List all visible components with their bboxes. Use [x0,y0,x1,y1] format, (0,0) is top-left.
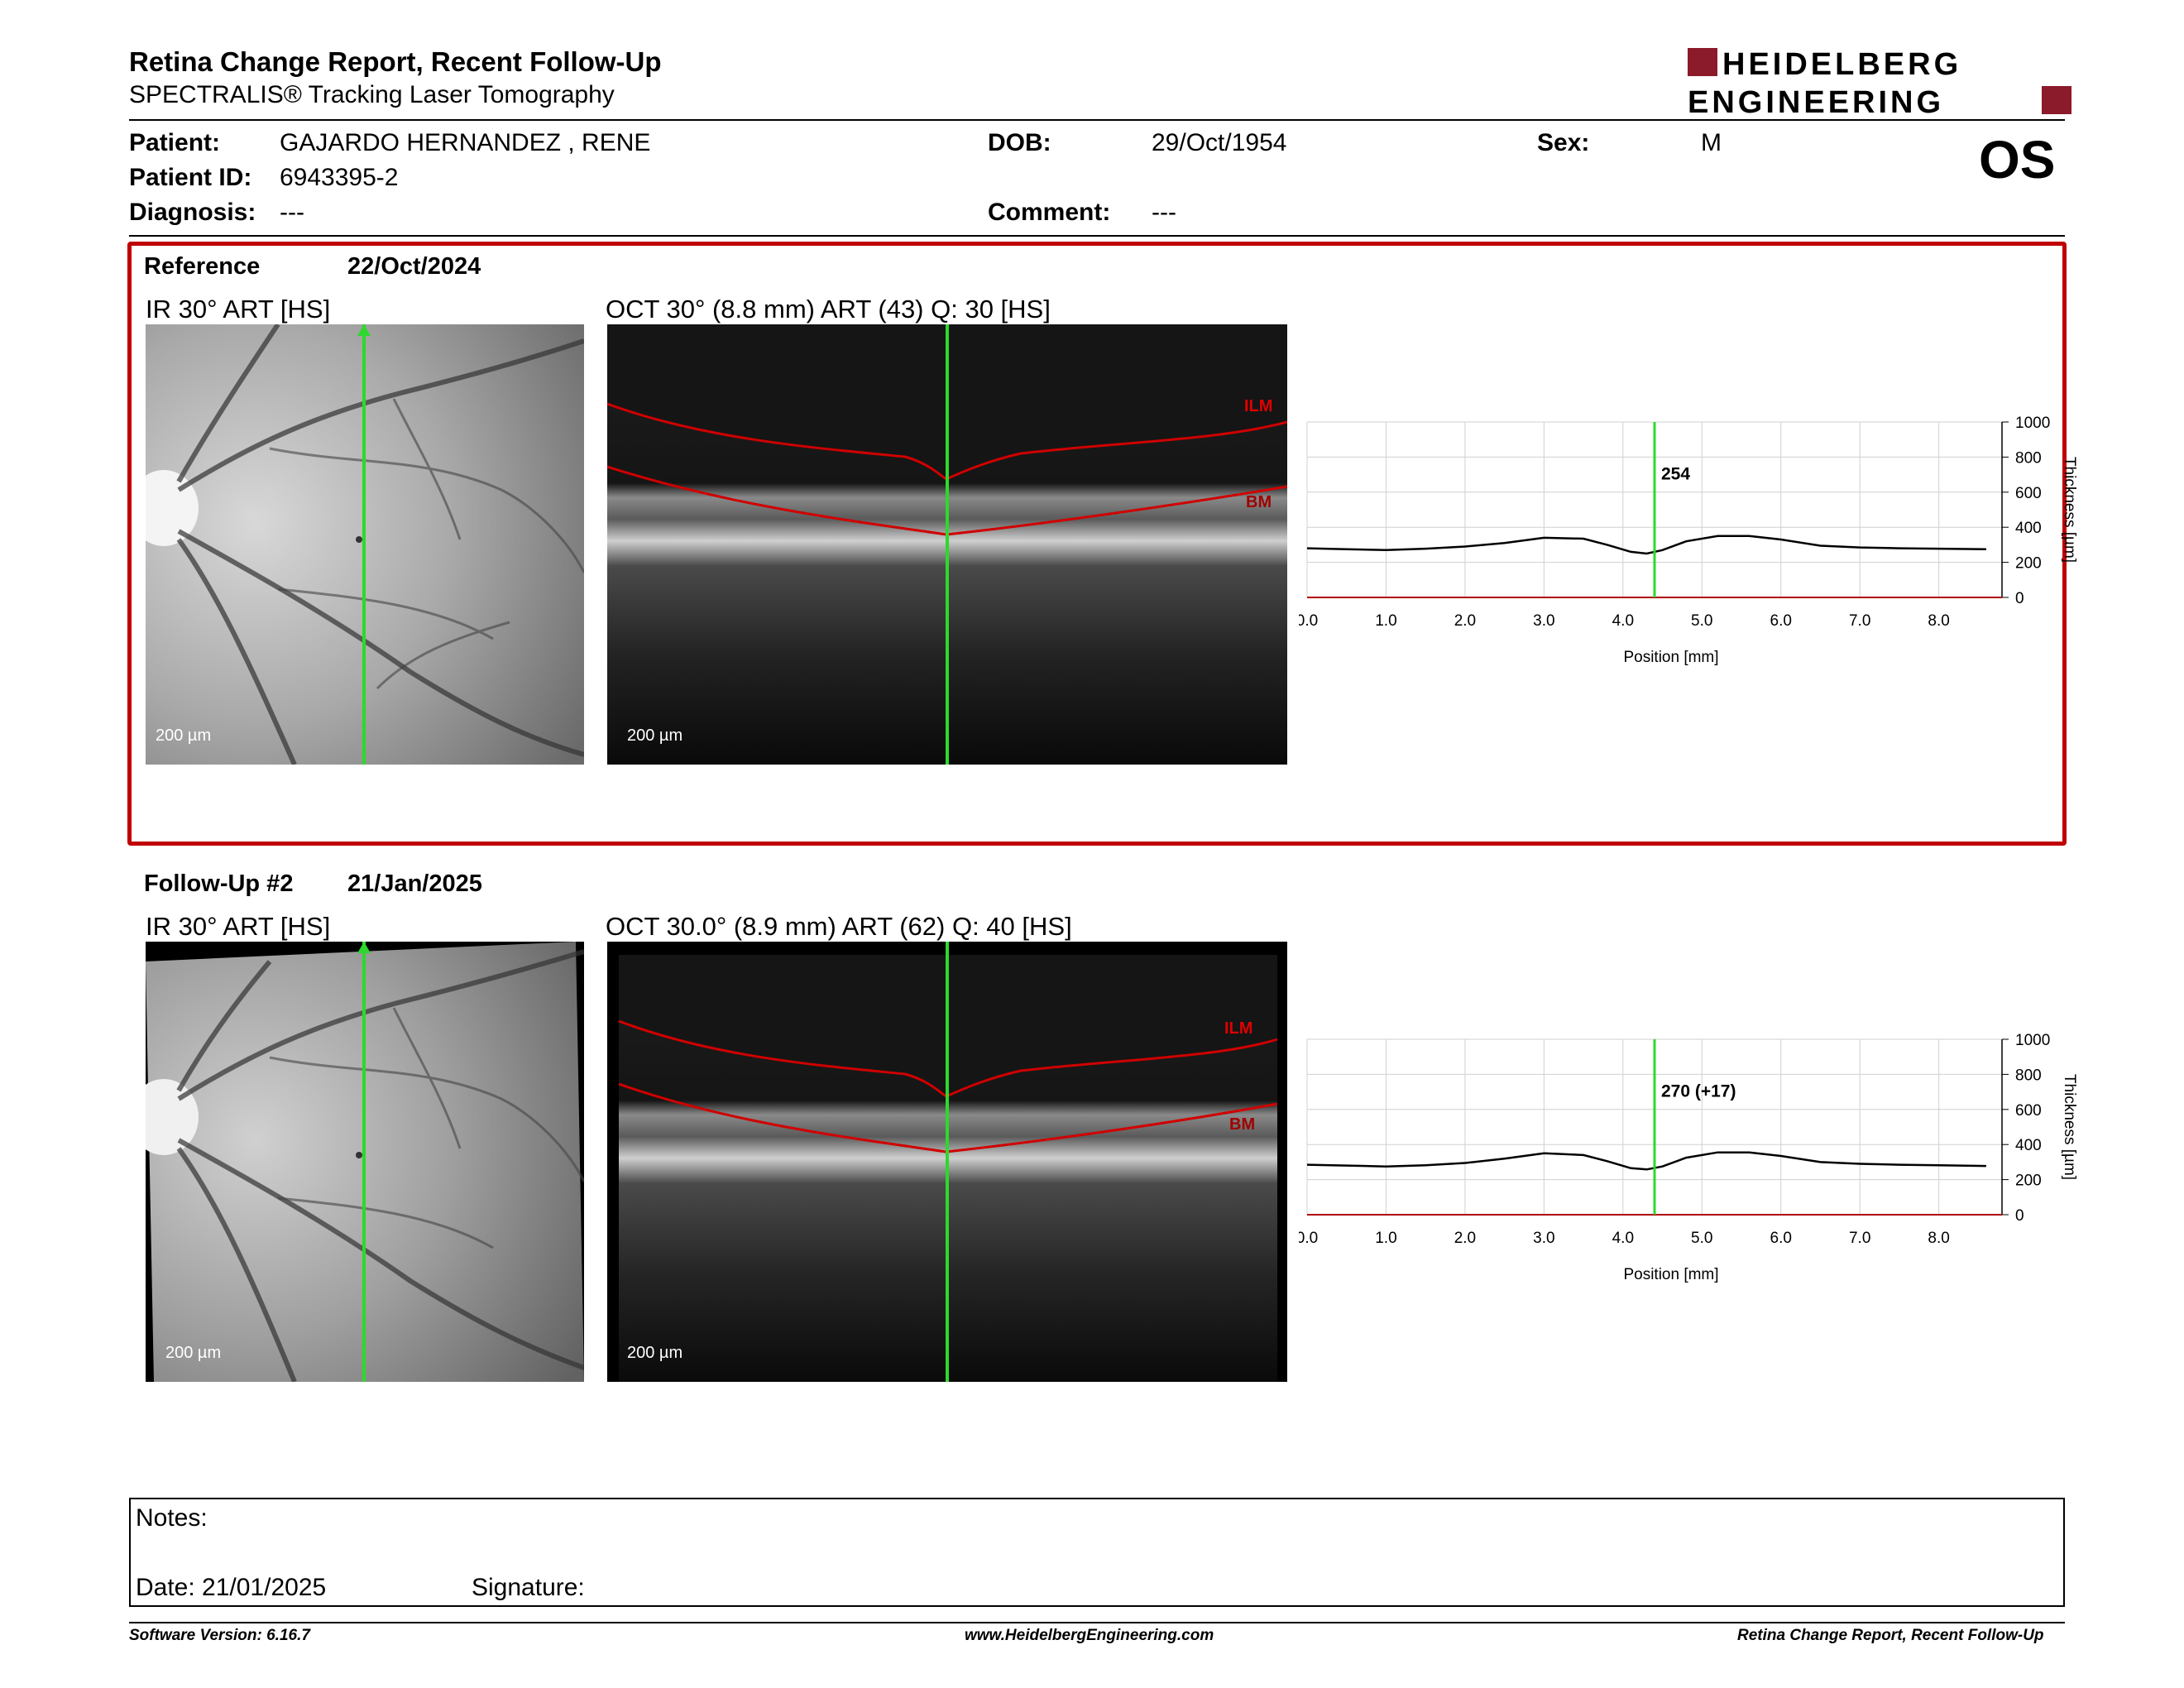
reference-ir-image: 200 µm [146,324,584,765]
y-tick-label: 400 [2015,520,2042,537]
thickness-value-label: 254 [1661,465,1690,484]
footer-report-name: Retina Change Report, Recent Follow-Up [1737,1627,2044,1644]
followup-oct-image: ILM BM 200 µm [607,942,1287,1382]
x-tick-label: 6.0 [1770,612,1792,630]
report-subtitle: SPECTRALIS® Tracking Laser Tomography [129,81,615,108]
thickness-profile-line [1306,1151,1986,1171]
y-tick-label: 400 [2015,1137,2042,1154]
scan-direction-arrow-icon [357,942,371,953]
x-tick-label: 0.0 [1299,1230,1318,1247]
ilm-label: ILM [1244,397,1273,415]
x-tick-label: 0.0 [1299,612,1318,630]
patient-divider [129,235,2065,237]
followup-oct-scale-bar: 200 µm [627,1344,683,1362]
y-tick-label: 0 [2015,1207,2024,1225]
y-tick-label: 600 [2015,485,2042,502]
bm-label: BM [1246,493,1272,511]
report-title: Retina Change Report, Recent Follow-Up [129,46,662,77]
y-axis-label: Thickness [µm] [2061,457,2076,563]
scan-direction-arrow-icon [357,324,371,336]
comment-label: Comment: [988,199,1111,226]
followup-label: Follow-Up #2 [144,870,294,897]
reference-date: 22/Oct/2024 [347,253,481,280]
footer-software-version: Software Version: 6.16.7 [129,1627,310,1644]
x-tick-label: 1.0 [1375,612,1396,630]
y-tick-label: 200 [2015,555,2042,573]
logo-text-line2: ENGINEERING [1688,85,1944,116]
reference-oct-scale-bar: 200 µm [627,727,683,745]
y-axis-label: Thickness [µm] [2061,1074,2076,1180]
x-tick-label: 2.0 [1454,612,1476,630]
x-tick-label: 3.0 [1533,1230,1554,1247]
diagnosis-value: --- [280,199,304,226]
y-tick-label: 600 [2015,1102,2042,1120]
reference-ir-scale-bar: 200 µm [156,727,212,745]
reference-oct-label: OCT 30° (8.8 mm) ART (43) Q: 30 [HS] [606,295,1051,324]
optic-disc [146,1079,199,1155]
patient-name: GAJARDO HERNANDEZ , RENE [280,129,651,156]
reference-oct-image: ILM BM 200 µm [607,324,1287,765]
followup-thickness-chart: 0 200 400 600 800 1000 0.0 1.0 2.0 3.0 4.0 5.0 6.0 7.… [1299,1032,2076,1283]
logo-square-top [1688,48,1717,76]
patient-id-label: Patient ID: [129,164,252,191]
patient-label: Patient: [129,129,221,156]
sex-label: Sex: [1537,129,1590,156]
reference-section-frame [127,242,2067,846]
followup-ir-image: 200 µm [146,942,584,1382]
signature-label: Signature: [472,1574,585,1601]
followup-date: 21/Jan/2025 [347,870,482,897]
notes-date: Date: 21/01/2025 [136,1574,327,1601]
eye-indicator: OS [1979,130,2056,189]
x-tick-label: 2.0 [1454,1230,1476,1247]
y-tick-label: 1000 [2015,1032,2050,1049]
x-tick-label: 7.0 [1849,612,1870,630]
y-tick-label: 800 [2015,1067,2042,1084]
y-tick-label: 1000 [2015,415,2050,432]
heidelberg-logo: HEIDELBERG ENGINEERING [1688,47,2071,116]
x-tick-label: 8.0 [1928,612,1949,630]
reference-thickness-chart: 0 200 400 600 800 1000 0.0 1.0 2.0 3.0 4.0 5.0 6.0 7.… [1299,415,2076,666]
footer-website: www.HeidelbergEngineering.com [965,1627,1214,1644]
followup-ir-scale-bar: 200 µm [165,1344,222,1362]
followup-oct-label: OCT 30.0° (8.9 mm) ART (62) Q: 40 [HS] [606,912,1072,941]
y-tick-label: 800 [2015,449,2042,467]
x-axis-label: Position [mm] [1623,1266,1718,1283]
x-tick-label: 3.0 [1533,612,1554,630]
reference-label: Reference [144,253,261,280]
ilm-label: ILM [1224,1019,1253,1038]
footer-divider [129,1622,2065,1623]
x-tick-label: 5.0 [1691,612,1712,630]
thickness-value-label: 270 (+17) [1661,1082,1736,1101]
y-tick-label: 0 [2015,590,2024,607]
x-tick-label: 5.0 [1691,1230,1712,1247]
dob-label: DOB: [988,129,1051,156]
x-tick-label: 4.0 [1612,612,1634,630]
sex-value: M [1701,129,1722,156]
x-tick-label: 4.0 [1612,1230,1634,1247]
comment-value: --- [1152,199,1176,226]
logo-text-line1: HEIDELBERG [1722,47,1961,82]
x-tick-label: 1.0 [1375,1230,1396,1247]
x-tick-label: 8.0 [1928,1230,1949,1247]
x-tick-label: 6.0 [1770,1230,1792,1247]
logo-square-bottom [2042,86,2071,114]
diagnosis-label: Diagnosis: [129,199,256,226]
x-tick-label: 7.0 [1849,1230,1870,1247]
followup-ir-label: IR 30° ART [HS] [146,912,331,941]
y-tick-label: 200 [2015,1172,2042,1190]
x-axis-label: Position [mm] [1623,649,1718,666]
notes-label: Notes: [136,1504,208,1532]
notes-box [129,1498,2065,1607]
bm-label: BM [1229,1115,1256,1134]
header-divider [129,119,2065,121]
dob-value: 29/Oct/1954 [1152,129,1287,156]
optic-disc [146,470,199,546]
patient-id: 6943395-2 [280,164,399,191]
thickness-profile-line [1306,535,1986,555]
reference-ir-label: IR 30° ART [HS] [146,295,331,324]
